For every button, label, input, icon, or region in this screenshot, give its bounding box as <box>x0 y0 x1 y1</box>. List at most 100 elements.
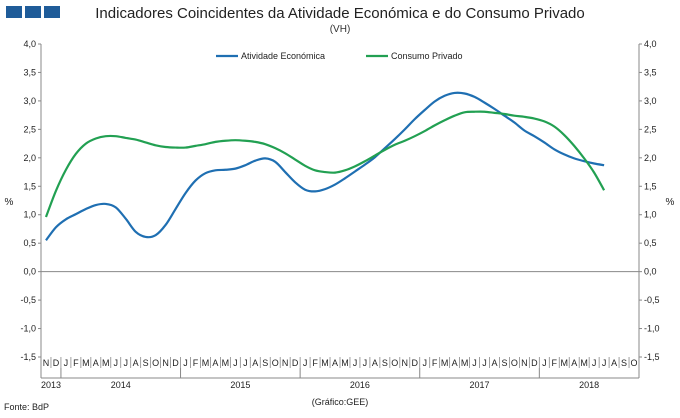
y-tick-label-right: 2,0 <box>644 153 657 163</box>
x-month-label: A <box>133 358 139 368</box>
y-tick-label-right: 0,0 <box>644 267 657 277</box>
y-tick-label-left: 2,5 <box>23 124 36 134</box>
x-month-label: A <box>93 358 99 368</box>
chart-subtitle: (VH) <box>329 24 351 35</box>
x-month-label: A <box>212 358 218 368</box>
legend-label-atividade: Atividade Económica <box>241 51 325 61</box>
y-tick-label-left: 2,0 <box>23 153 36 163</box>
y-tick-label-left: 4,0 <box>23 39 36 49</box>
x-month-label: M <box>102 358 110 368</box>
y-tick-label-right: -1,5 <box>644 352 660 362</box>
x-month-label: O <box>511 358 518 368</box>
x-month-label: A <box>452 358 458 368</box>
x-month-label: M <box>82 358 90 368</box>
x-month-label: J <box>422 358 427 368</box>
x-month-label: J <box>233 358 238 368</box>
chart-credit: (Gráfico:GEE) <box>311 397 369 407</box>
x-month-label: M <box>321 358 329 368</box>
y-tick-label-right: 3,0 <box>644 96 657 106</box>
x-month-label: J <box>602 358 607 368</box>
y-tick-label-left: 3,0 <box>23 96 36 106</box>
x-month-label: J <box>353 358 358 368</box>
series-line-consumo <box>44 110 606 218</box>
x-month-label: S <box>621 358 627 368</box>
x-month-label: N <box>402 358 409 368</box>
x-month-label: J <box>482 358 487 368</box>
x-month-label: J <box>243 358 248 368</box>
x-month-label: J <box>123 358 128 368</box>
x-month-label: A <box>332 358 338 368</box>
x-month-label: M <box>202 358 210 368</box>
x-month-label: A <box>571 358 577 368</box>
y-tick-label-left: -1,5 <box>20 352 36 362</box>
x-month-label: D <box>531 358 538 368</box>
x-month-label: S <box>143 358 149 368</box>
x-month-label: A <box>252 358 258 368</box>
x-month-label: J <box>114 358 119 368</box>
x-month-label: D <box>292 358 299 368</box>
x-month-label: J <box>64 358 69 368</box>
x-month-label: S <box>262 358 268 368</box>
x-month-label: J <box>183 358 188 368</box>
x-month-label: O <box>631 358 638 368</box>
y-tick-label-left: -1,0 <box>20 324 36 334</box>
y-tick-label-right: 3,5 <box>644 67 657 77</box>
x-month-label: M <box>580 358 588 368</box>
x-month-label: J <box>363 358 368 368</box>
x-month-label: O <box>272 358 279 368</box>
x-month-label: J <box>542 358 547 368</box>
y-tick-label-left: 0,5 <box>23 238 36 248</box>
brand-logo <box>6 6 60 18</box>
x-month-label: M <box>222 358 230 368</box>
y-tick-label-left: 1,5 <box>23 181 36 191</box>
y-axis-label-right: % <box>666 197 675 208</box>
x-month-label: J <box>592 358 597 368</box>
x-month-label: F <box>312 358 318 368</box>
y-tick-label-right: 4,0 <box>644 39 657 49</box>
x-year-label: 2015 <box>230 380 250 390</box>
x-month-label: O <box>391 358 398 368</box>
legend-label-consumo: Consumo Privado <box>391 51 463 61</box>
x-year-label: 2013 <box>41 380 61 390</box>
x-month-label: N <box>43 358 50 368</box>
x-month-label: F <box>193 358 199 368</box>
y-tick-label-right: 1,5 <box>644 181 657 191</box>
y-tick-label-right: 0,5 <box>644 238 657 248</box>
x-month-label: F <box>73 358 79 368</box>
series-line-atividade <box>45 91 605 242</box>
y-tick-label-left: 3,5 <box>23 67 36 77</box>
y-tick-label-left: 1,0 <box>23 210 36 220</box>
x-month-label: D <box>53 358 60 368</box>
y-tick-label-left: -0,5 <box>20 295 36 305</box>
y-tick-label-right: -1,0 <box>644 324 660 334</box>
x-year-label: 2018 <box>579 380 599 390</box>
x-month-label: O <box>152 358 159 368</box>
x-month-label: S <box>501 358 507 368</box>
y-tick-label-right: 1,0 <box>644 210 657 220</box>
x-month-label: D <box>412 358 419 368</box>
x-month-label: M <box>441 358 449 368</box>
x-month-label: F <box>552 358 558 368</box>
x-month-label: M <box>561 358 569 368</box>
logo-block <box>25 6 41 18</box>
legend: Atividade Económica Consumo Privado <box>216 51 463 61</box>
y-axis-label-left: % <box>5 197 14 208</box>
x-month-label: M <box>341 358 349 368</box>
x-month-label: A <box>372 358 378 368</box>
x-year-label: 2016 <box>350 380 370 390</box>
y-tick-label-right: -0,5 <box>644 295 660 305</box>
x-month-label: S <box>382 358 388 368</box>
x-month-label: N <box>162 358 169 368</box>
x-month-label: A <box>611 358 617 368</box>
x-month-label: A <box>491 358 497 368</box>
x-month-label: D <box>172 358 179 368</box>
logo-block <box>6 6 22 18</box>
logo-block <box>44 6 60 18</box>
chart-title: Indicadores Coincidentes da Atividade Ec… <box>95 5 585 22</box>
x-month-label: J <box>472 358 477 368</box>
x-month-label: F <box>432 358 438 368</box>
x-month-label: J <box>303 358 308 368</box>
x-month-label: M <box>461 358 469 368</box>
y-tick-label-left: 0,0 <box>23 267 36 277</box>
